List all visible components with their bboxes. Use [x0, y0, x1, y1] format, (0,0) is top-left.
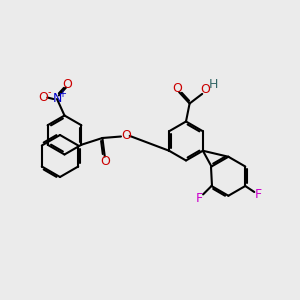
- Text: F: F: [255, 188, 262, 202]
- Text: -: -: [48, 87, 51, 97]
- Text: O: O: [100, 155, 110, 168]
- Text: O: O: [38, 91, 48, 104]
- Text: N: N: [52, 92, 62, 106]
- Text: O: O: [121, 129, 131, 142]
- Text: O: O: [63, 78, 72, 91]
- Text: O: O: [200, 83, 210, 96]
- Text: O: O: [172, 82, 182, 95]
- Text: F: F: [196, 192, 203, 205]
- Text: +: +: [58, 88, 66, 99]
- Text: H: H: [208, 78, 218, 92]
